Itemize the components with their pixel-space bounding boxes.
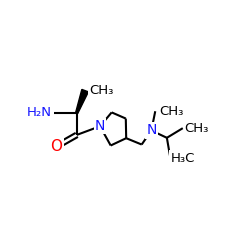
Text: N: N [95, 119, 105, 133]
Text: O: O [50, 139, 62, 154]
Text: CH₃: CH₃ [185, 122, 209, 135]
Text: CH₃: CH₃ [159, 105, 184, 118]
Text: H₃C: H₃C [170, 152, 195, 164]
Text: CH₃: CH₃ [89, 84, 113, 97]
Text: H₂N: H₂N [26, 106, 52, 119]
Polygon shape [76, 90, 88, 113]
Text: N: N [146, 124, 156, 138]
